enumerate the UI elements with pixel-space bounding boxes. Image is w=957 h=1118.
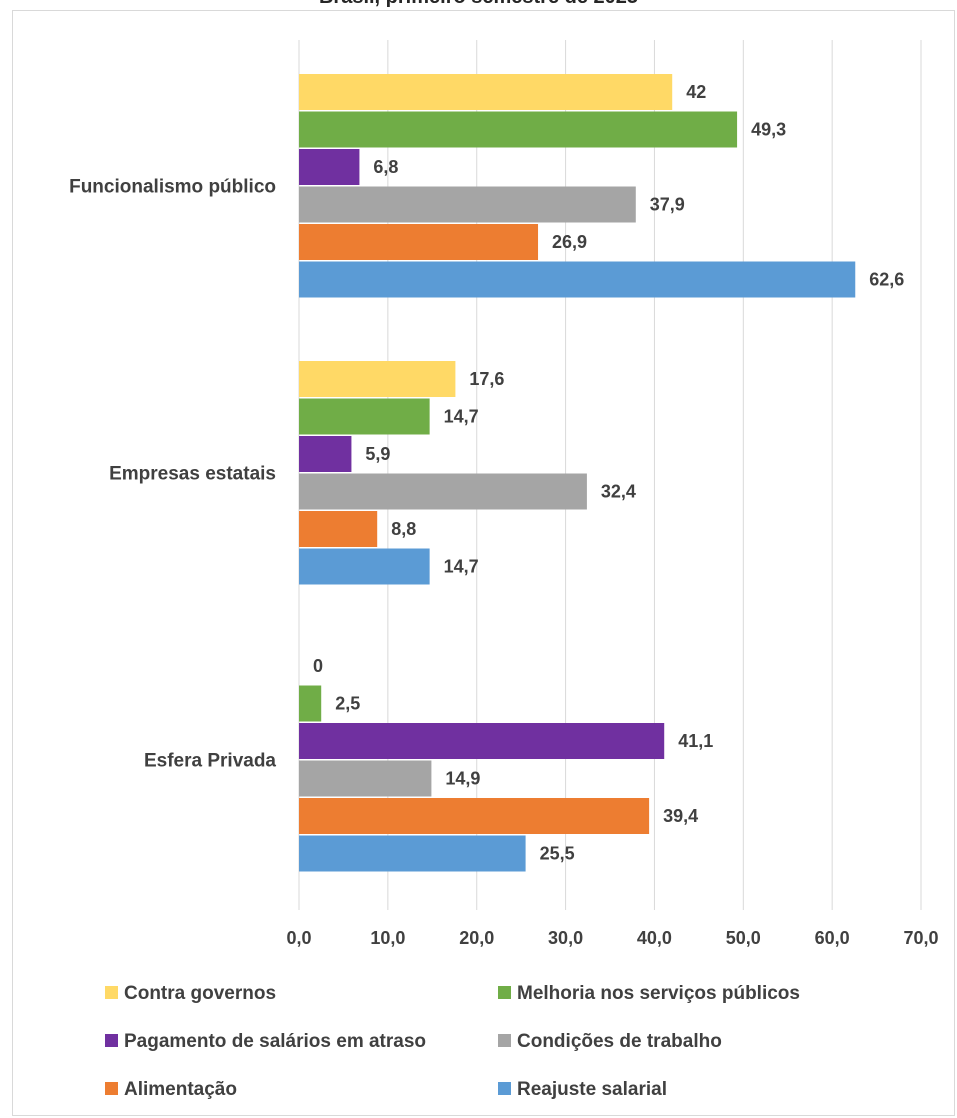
data-label: 5,9 <box>365 444 390 464</box>
bar <box>299 398 430 435</box>
data-label: 41,1 <box>678 731 713 751</box>
legend-label: Reajuste salarial <box>517 1079 667 1100</box>
bar <box>299 186 636 223</box>
category-label: Funcionalismo público <box>69 177 276 198</box>
x-tick-label: 60,0 <box>815 928 850 948</box>
legend-label: Pagamento de salários em atraso <box>124 1031 426 1052</box>
legend-label: Melhoria nos serviços públicos <box>517 983 800 1004</box>
bar <box>299 685 322 722</box>
legend-swatch <box>498 986 511 999</box>
bar <box>299 835 526 872</box>
x-tick-label: 20,0 <box>459 928 494 948</box>
bar <box>299 436 352 472</box>
data-label: 14,7 <box>444 407 479 427</box>
bar <box>299 798 650 834</box>
legend-label: Condições de trabalho <box>517 1031 722 1052</box>
data-label: 42 <box>686 82 706 102</box>
bar <box>299 224 539 260</box>
data-label: 6,8 <box>373 157 398 177</box>
legend-swatch <box>105 986 118 999</box>
bar <box>299 361 456 397</box>
data-label: 2,5 <box>335 694 360 714</box>
legend-swatch <box>498 1034 511 1047</box>
bar <box>299 723 665 759</box>
x-tick-label: 70,0 <box>903 928 938 948</box>
chart-title: Brasil, primeiro semestre de 2023 <box>0 0 957 9</box>
legend-swatch <box>105 1082 118 1095</box>
category-label: Esfera Privada <box>144 751 276 772</box>
x-tick-label: 40,0 <box>637 928 672 948</box>
legend-swatch <box>105 1034 118 1047</box>
data-label: 8,8 <box>391 519 416 539</box>
chart-frame <box>12 10 955 1116</box>
legend-label: Contra governos <box>124 983 276 1004</box>
data-label: 17,6 <box>469 369 504 389</box>
x-tick-label: 0,0 <box>286 928 311 948</box>
bar <box>299 511 378 547</box>
data-label: 39,4 <box>663 806 698 826</box>
bar <box>299 111 738 148</box>
legend-swatch <box>498 1082 511 1095</box>
legend-label: Alimentação <box>124 1079 237 1100</box>
data-label: 37,9 <box>650 195 685 215</box>
data-label: 25,5 <box>540 844 575 864</box>
x-tick-label: 50,0 <box>726 928 761 948</box>
data-label: 0 <box>313 656 323 676</box>
data-label: 14,7 <box>444 557 479 577</box>
data-label: 49,3 <box>751 120 786 140</box>
bar <box>299 473 587 510</box>
x-tick-label: 30,0 <box>548 928 583 948</box>
data-label: 14,9 <box>445 769 480 789</box>
x-tick-label: 10,0 <box>370 928 405 948</box>
data-label: 62,6 <box>869 270 904 290</box>
bar <box>299 261 856 298</box>
bar <box>299 548 430 585</box>
category-label: Empresas estatais <box>109 464 276 485</box>
data-label: 32,4 <box>601 482 636 502</box>
bar <box>299 149 360 185</box>
bar <box>299 760 432 797</box>
data-label: 26,9 <box>552 232 587 252</box>
bar <box>299 74 673 110</box>
